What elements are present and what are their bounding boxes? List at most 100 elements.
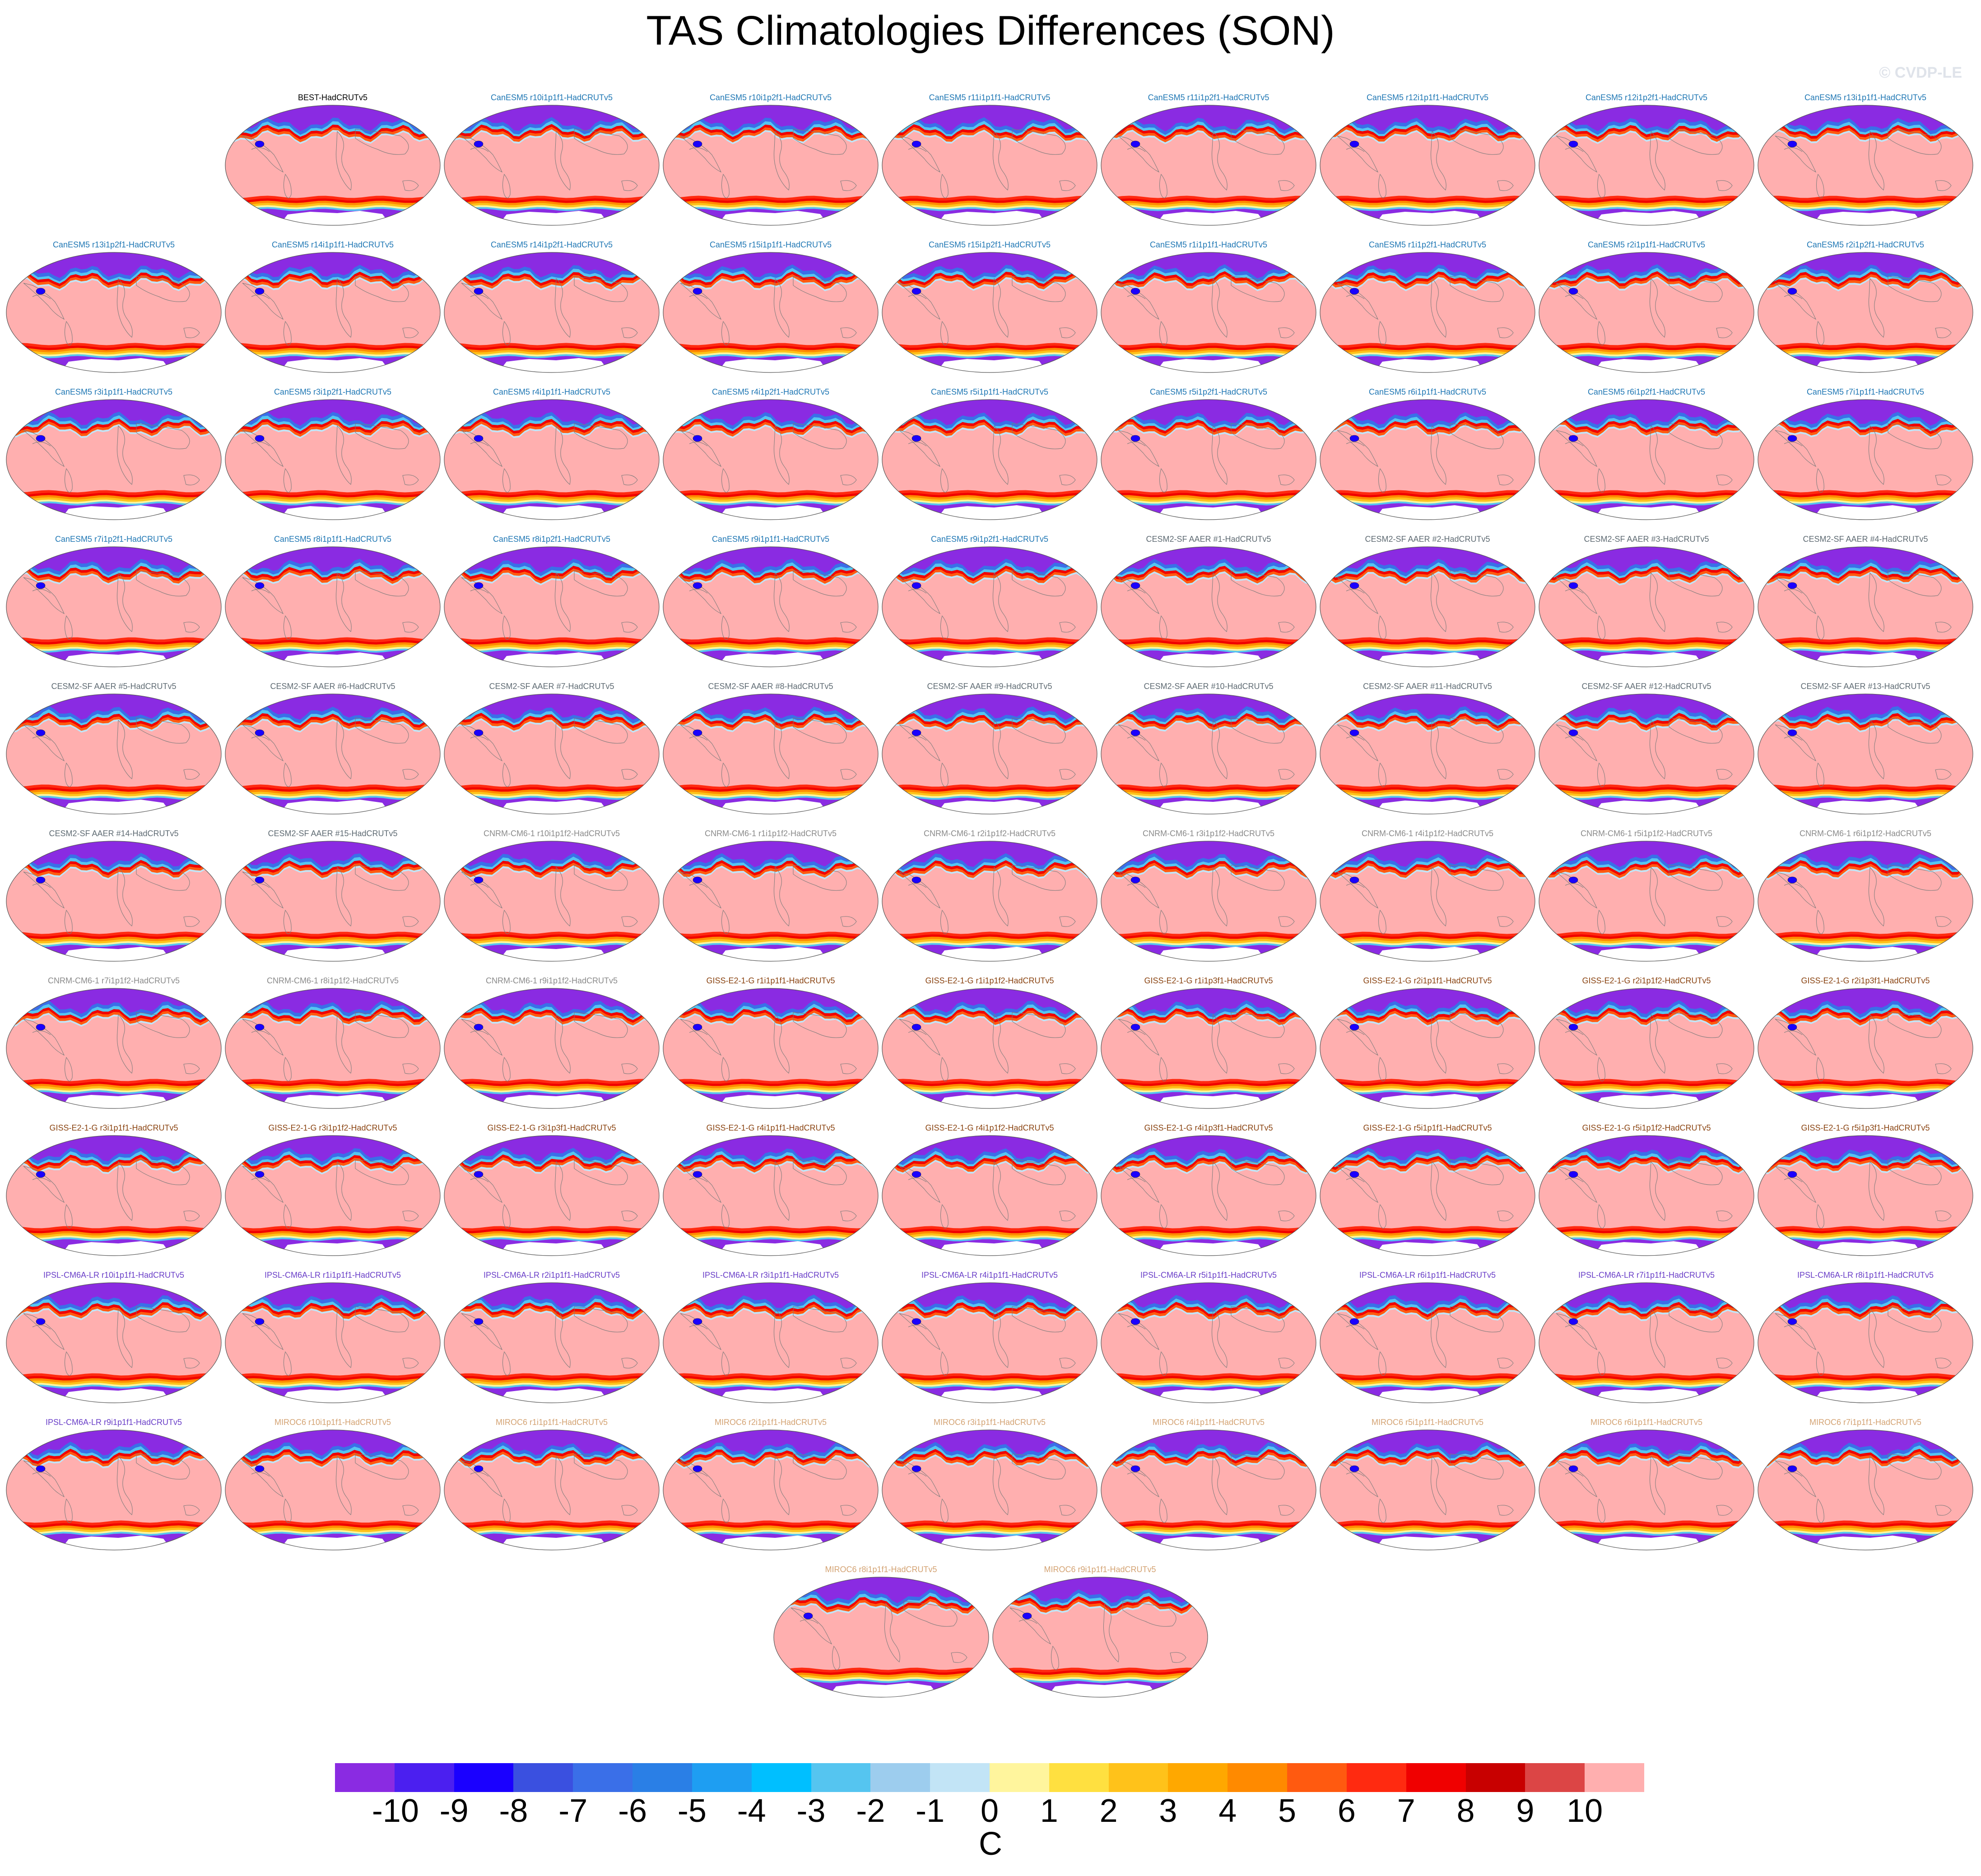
world-map (1320, 105, 1535, 226)
panel-title: GISS-E2-1-G r1i1p1f1-HadCRUTv5 (706, 976, 835, 985)
world-map (882, 252, 1097, 373)
world-map (1539, 988, 1754, 1109)
map-panel: CESM2-SF AAER #3-HadCRUTv5 (1538, 534, 1755, 670)
world-map (1758, 1135, 1973, 1256)
world-map (663, 841, 879, 962)
panel-title: CESM2-SF AAER #11-HadCRUTv5 (1363, 682, 1492, 691)
colorbar-tick-label: -3 (796, 1793, 826, 1829)
world-map (444, 841, 660, 962)
world-map (444, 1282, 660, 1403)
panel-title: CanESM5 r12i1p2f1-HadCRUTv5 (1585, 93, 1708, 102)
map-panel: CESM2-SF AAER #4-HadCRUTv5 (1757, 534, 1974, 670)
colorbar-swatch (335, 1763, 395, 1792)
colorbar-swatch (751, 1763, 812, 1792)
map-panel: CanESM5 r4i1p1f1-HadCRUTv5 (443, 387, 660, 522)
map-panel: CNRM-CM6-1 r2i1p1f2-HadCRUTv5 (881, 829, 1098, 964)
world-map (6, 1282, 222, 1403)
world-map (1539, 841, 1754, 962)
map-panel: IPSL-CM6A-LR r5i1p1f1-HadCRUTv5 (1100, 1270, 1317, 1406)
panel-title: MIROC6 r1i1p1f1-HadCRUTv5 (495, 1418, 608, 1427)
world-map (1101, 399, 1316, 520)
world-map (225, 105, 441, 226)
map-panel: CESM2-SF AAER #5-HadCRUTv5 (5, 681, 222, 817)
map-panel: CESM2-SF AAER #12-HadCRUTv5 (1538, 681, 1755, 817)
map-panel: CanESM5 r14i1p1f1-HadCRUTv5 (224, 240, 441, 375)
world-map (225, 1135, 441, 1256)
colorbar-tick-label: -9 (439, 1793, 469, 1829)
map-panel: CESM2-SF AAER #9-HadCRUTv5 (881, 681, 1098, 817)
panel-title: CanESM5 r14i1p2f1-HadCRUTv5 (490, 240, 613, 249)
map-panel: CanESM5 r14i1p2f1-HadCRUTv5 (443, 240, 660, 375)
colorbar-swatch (930, 1763, 990, 1792)
map-panel: IPSL-CM6A-LR r6i1p1f1-HadCRUTv5 (1319, 1270, 1536, 1406)
colorbar-swatch (870, 1763, 930, 1792)
panel-title: CanESM5 r9i1p2f1-HadCRUTv5 (930, 535, 1049, 544)
world-map (225, 546, 441, 667)
world-map (1758, 105, 1973, 226)
world-map (1101, 252, 1316, 373)
panel-title: CanESM5 r11i1p2f1-HadCRUTv5 (1148, 93, 1270, 102)
panel-title: MIROC6 r6i1p1f1-HadCRUTv5 (1590, 1418, 1703, 1427)
world-map (663, 105, 879, 226)
panel-title: GISS-E2-1-G r4i1p3f1-HadCRUTv5 (1144, 1123, 1273, 1132)
colorbar-swatch (632, 1763, 693, 1792)
panel-title: CanESM5 r8i1p1f1-HadCRUTv5 (274, 535, 392, 544)
map-panel: MIROC6 r4i1p1f1-HadCRUTv5 (1100, 1417, 1317, 1553)
map-panel: CanESM5 r8i1p1f1-HadCRUTv5 (224, 534, 441, 670)
world-map (1320, 1135, 1535, 1256)
map-panel: MIROC6 r1i1p1f1-HadCRUTv5 (443, 1417, 660, 1553)
world-map (1758, 252, 1973, 373)
colorbar-tick-label: 10 (1567, 1793, 1603, 1829)
panel-title: GISS-E2-1-G r3i1p1f2-HadCRUTv5 (268, 1123, 397, 1132)
panel-title: CNRM-CM6-1 r2i1p1f2-HadCRUTv5 (923, 829, 1056, 838)
map-panel: CanESM5 r4i1p2f1-HadCRUTv5 (662, 387, 879, 522)
map-panel: GISS-E2-1-G r2i1p1f1-HadCRUTv5 (1319, 976, 1536, 1111)
map-panel: CESM2-SF AAER #10-HadCRUTv5 (1100, 681, 1317, 817)
world-map (444, 546, 660, 667)
colorbar-swatch (454, 1763, 514, 1792)
panel-title: CanESM5 r14i1p1f1-HadCRUTv5 (271, 240, 394, 249)
world-map (882, 1135, 1097, 1256)
panel-title: CanESM5 r13i1p2f1-HadCRUTv5 (52, 240, 175, 249)
map-panel: CanESM5 r7i1p1f1-HadCRUTv5 (1757, 387, 1974, 522)
map-panel: CNRM-CM6-1 r6i1p1f2-HadCRUTv5 (1757, 829, 1974, 964)
panel-title: MIROC6 r5i1p1f1-HadCRUTv5 (1371, 1418, 1484, 1427)
panel-title: CanESM5 r7i1p2f1-HadCRUTv5 (55, 535, 173, 544)
colorbar-swatch (1585, 1763, 1645, 1792)
map-panel: IPSL-CM6A-LR r4i1p1f1-HadCRUTv5 (881, 1270, 1098, 1406)
map-panel: GISS-E2-1-G r4i1p1f1-HadCRUTv5 (662, 1123, 879, 1258)
map-panel: CanESM5 r11i1p1f1-HadCRUTv5 (881, 93, 1098, 228)
panel-title: CanESM5 r13i1p1f1-HadCRUTv5 (1804, 93, 1927, 102)
map-panel: MIROC6 r8i1p1f1-HadCRUTv5 (773, 1564, 990, 1700)
map-panel: IPSL-CM6A-LR r10i1p1f1-HadCRUTv5 (5, 1270, 222, 1406)
map-panels-grid: BEST-HadCRUTv5 CanESM5 r10i1p1f1-HadCRUTv… (5, 93, 1974, 1700)
panel-title: IPSL-CM6A-LR r2i1p1f1-HadCRUTv5 (483, 1271, 620, 1280)
panel-title: CanESM5 r2i1p1f1-HadCRUTv5 (1587, 240, 1706, 249)
panel-title: CanESM5 r1i1p2f1-HadCRUTv5 (1368, 240, 1487, 249)
colorbar-tick-label: 6 (1337, 1793, 1356, 1829)
panel-title: MIROC6 r2i1p1f1-HadCRUTv5 (714, 1418, 827, 1427)
panel-title: CNRM-CM6-1 r3i1p1f2-HadCRUTv5 (1142, 829, 1275, 838)
panel-title: CNRM-CM6-1 r4i1p1f2-HadCRUTv5 (1361, 829, 1494, 838)
page-title: TAS Climatologies Differences (SON) (646, 8, 1335, 54)
map-panel: CanESM5 r10i1p2f1-HadCRUTv5 (662, 93, 879, 228)
world-map (1101, 1429, 1316, 1550)
world-map (1539, 399, 1754, 520)
panel-title: CanESM5 r5i1p1f1-HadCRUTv5 (930, 387, 1049, 396)
map-panel: CanESM5 r9i1p2f1-HadCRUTv5 (881, 534, 1098, 670)
panel-title: MIROC6 r4i1p1f1-HadCRUTv5 (1152, 1418, 1265, 1427)
map-panel: MIROC6 r10i1p1f1-HadCRUTv5 (224, 1417, 441, 1553)
world-map (882, 399, 1097, 520)
colorbar (335, 1763, 1645, 1792)
panel-title: IPSL-CM6A-LR r7i1p1f1-HadCRUTv5 (1578, 1271, 1715, 1280)
colorbar-tick-label: 2 (1099, 1793, 1118, 1829)
map-panel: GISS-E2-1-G r1i1p1f2-HadCRUTv5 (881, 976, 1098, 1111)
panel-title: CanESM5 r12i1p1f1-HadCRUTv5 (1366, 93, 1489, 102)
panel-title: CanESM5 r4i1p2f1-HadCRUTv5 (711, 387, 830, 396)
world-map (1101, 546, 1316, 667)
world-map (1101, 1282, 1316, 1403)
world-map (882, 988, 1097, 1109)
world-map (225, 841, 441, 962)
panel-title: IPSL-CM6A-LR r10i1p1f1-HadCRUTv5 (43, 1271, 185, 1280)
colorbar-tick-label: -6 (618, 1793, 647, 1829)
